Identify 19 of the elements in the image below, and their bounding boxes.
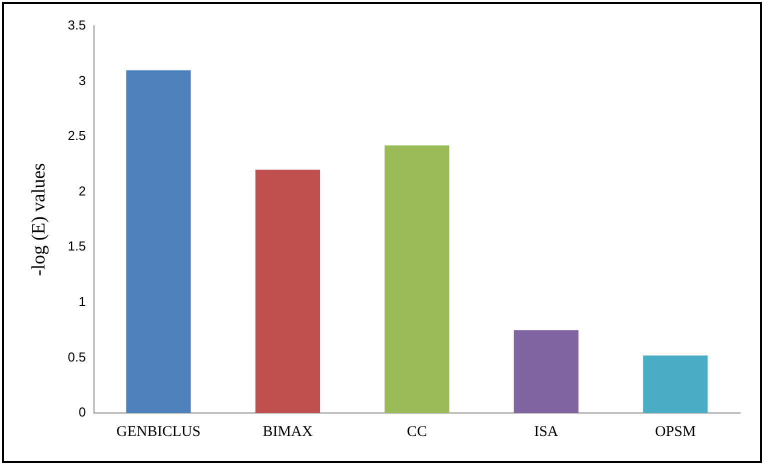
bar — [643, 356, 708, 413]
bar — [255, 170, 320, 413]
y-tick-label: 3.5 — [68, 18, 86, 33]
y-tick-label: 2.5 — [68, 128, 86, 144]
y-tick-label: 0.5 — [68, 349, 86, 364]
x-tick-label: BIMAX — [262, 424, 313, 440]
y-tick-label: 0 — [78, 404, 86, 420]
x-tick-label: GENBICLUS — [116, 424, 201, 440]
bar — [126, 70, 191, 413]
x-tick-label: CC — [406, 424, 427, 440]
bar — [384, 145, 450, 413]
y-axis-title: -log (E) values — [28, 163, 50, 276]
x-tick-label: OPSM — [654, 424, 696, 440]
y-tick-label: 1.5 — [68, 238, 86, 254]
bar — [514, 330, 578, 413]
x-tick-label: ISA — [534, 424, 558, 440]
y-tick-label: 2 — [78, 183, 86, 198]
y-tick-label: 1 — [78, 294, 86, 310]
y-tick-label: 3 — [78, 72, 86, 88]
